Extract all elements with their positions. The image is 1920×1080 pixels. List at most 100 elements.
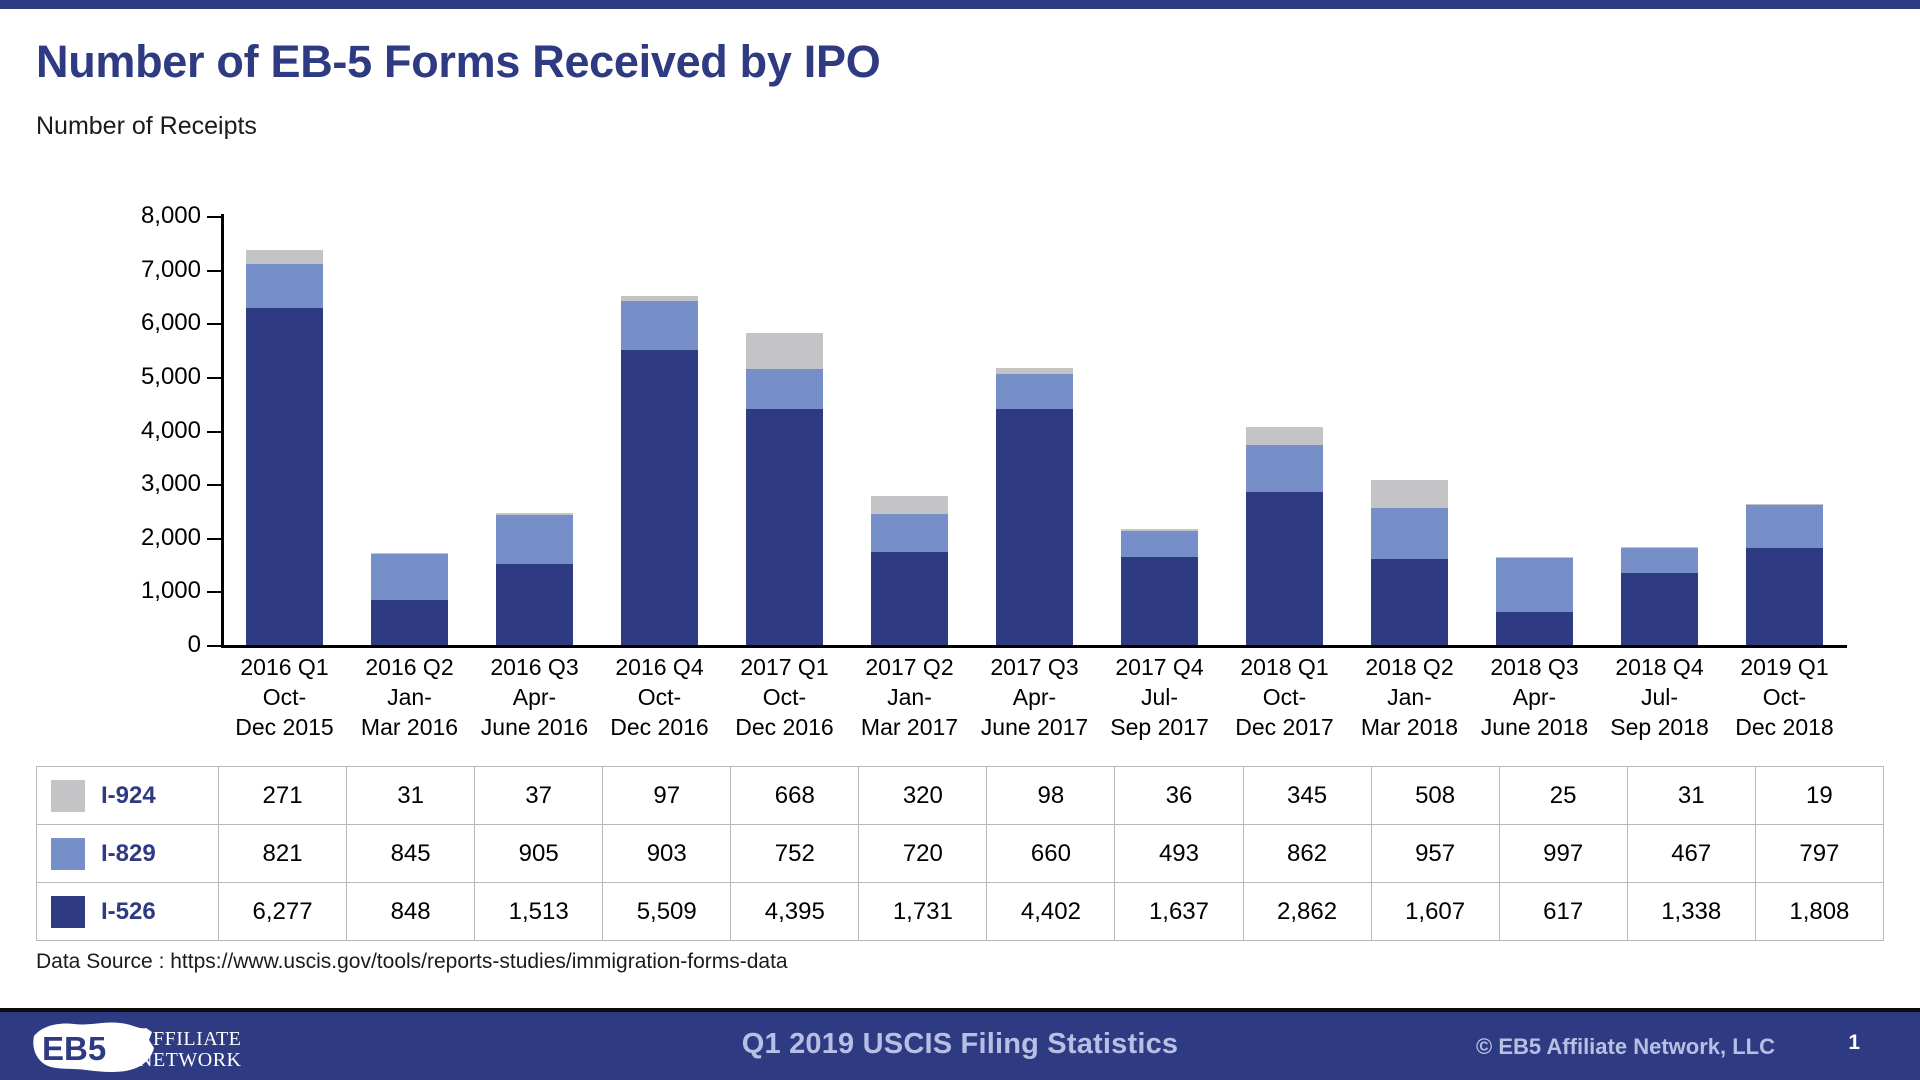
bar-segment-i-924[interactable]	[1745, 504, 1824, 506]
x-axis-label-line: Mar 2018	[1360, 714, 1459, 740]
bar-segment-i-526[interactable]	[1495, 611, 1574, 645]
data-source-note: Data Source : https://www.uscis.gov/tool…	[36, 950, 788, 973]
bar-segment-i-924[interactable]	[995, 368, 1074, 374]
stacked-bar[interactable]	[1120, 528, 1199, 645]
bar-segment-i-829[interactable]	[370, 554, 449, 600]
x-axis-category-label: 2018 Q1 Oct- Dec 2017	[1222, 652, 1347, 742]
table-cell: 862	[1242, 824, 1372, 883]
bar-segment-i-829[interactable]	[245, 264, 324, 309]
stacked-bar[interactable]	[620, 295, 699, 645]
x-axis-label-line: Dec 2016	[610, 714, 709, 740]
bar-segment-i-526[interactable]	[995, 408, 1074, 645]
stacked-bar[interactable]	[370, 552, 449, 645]
bar-segment-i-829[interactable]	[1370, 507, 1449, 559]
bar-segment-i-526[interactable]	[870, 552, 949, 645]
x-axis-label-line: Oct-	[262, 684, 307, 710]
y-axis-tick	[207, 430, 221, 433]
bar-segment-i-526[interactable]	[1370, 558, 1449, 645]
x-axis-category-label: 2017 Q4 Jul- Sep 2017	[1097, 652, 1222, 742]
y-axis-tick	[207, 216, 221, 218]
x-axis-label-line: Jan-	[387, 684, 432, 710]
legend-cell-i-526: I-526	[36, 882, 219, 941]
bar-segment-i-829[interactable]	[1620, 548, 1699, 574]
table-cell: 957	[1370, 824, 1500, 883]
stacked-bar[interactable]	[870, 496, 949, 645]
table-cell: 508	[1370, 766, 1500, 825]
eb5-affiliate-network-logo: EB5 AFFILIATE NETWORK	[28, 1018, 243, 1076]
bar-segment-i-526[interactable]	[245, 308, 324, 645]
stacked-bar[interactable]	[1745, 504, 1824, 645]
table-cell: 1,637	[1114, 882, 1244, 941]
bar-segment-i-924[interactable]	[370, 552, 449, 555]
top-accent-strip	[0, 0, 1920, 9]
y-axis-tick	[207, 645, 221, 647]
bar-segment-i-526[interactable]	[1745, 548, 1824, 645]
stacked-bar[interactable]	[495, 513, 574, 645]
bar-segment-i-829[interactable]	[1495, 558, 1574, 612]
stacked-bar[interactable]	[1495, 557, 1574, 645]
x-axis-label-line: Sep 2018	[1610, 714, 1709, 740]
bar-segment-i-829[interactable]	[870, 513, 949, 553]
bar-segment-i-526[interactable]	[1245, 491, 1324, 645]
stacked-bar[interactable]	[995, 368, 1074, 645]
bar-segment-i-829[interactable]	[1745, 505, 1824, 549]
series-label: I-526	[101, 897, 156, 925]
legend-swatch-icon	[51, 779, 85, 812]
y-axis-tick	[207, 269, 221, 272]
bar-segment-i-924[interactable]	[870, 496, 949, 514]
x-axis-category-label: 2017 Q2 Jan- Mar 2017	[847, 652, 972, 742]
bar-segment-i-526[interactable]	[370, 599, 449, 645]
table-cell: 1,338	[1626, 882, 1756, 941]
bar-segment-i-526[interactable]	[1620, 573, 1699, 645]
bar-segment-i-924[interactable]	[495, 513, 574, 516]
x-axis-label-line: Jul-	[1640, 684, 1679, 710]
x-axis-line	[221, 645, 1847, 648]
page-subtitle: Number of Receipts	[36, 112, 257, 140]
bar-segment-i-829[interactable]	[620, 301, 699, 350]
bar-segment-i-829[interactable]	[495, 515, 574, 564]
bar-segment-i-829[interactable]	[995, 373, 1074, 409]
stacked-bar[interactable]	[1370, 480, 1449, 645]
bar-segment-i-526[interactable]	[1120, 557, 1199, 645]
stacked-bar[interactable]	[745, 333, 824, 645]
bar-segment-i-924[interactable]	[1120, 528, 1199, 531]
bar-segment-i-526[interactable]	[495, 563, 574, 645]
x-axis-label-line: 2017 Q4	[1115, 654, 1204, 680]
x-axis-label-line: Sep 2017	[1110, 714, 1209, 740]
bar-segment-i-924[interactable]	[1370, 480, 1449, 508]
x-axis-category-label: 2018 Q2 Jan- Mar 2018	[1347, 652, 1472, 742]
bar-segment-i-829[interactable]	[1120, 530, 1199, 558]
bar-segment-i-829[interactable]	[745, 369, 824, 410]
table-cell: 6,277	[217, 882, 348, 941]
bar-segment-i-924[interactable]	[620, 295, 699, 302]
table-cell: 720	[858, 824, 988, 883]
table-cell: 97	[602, 766, 732, 825]
bar-segment-i-829[interactable]	[1245, 445, 1324, 492]
x-axis-label-line: 2016 Q4	[615, 654, 704, 680]
footer-copyright: © EB5 Affiliate Network, LLC	[1476, 1034, 1775, 1059]
table-cell: 5,509	[602, 882, 732, 941]
x-axis-label-line: June 2018	[1480, 714, 1589, 740]
data-table: I-924 271 31 37 97 668 320 98 36 345 508 25 31 19 I-82…	[36, 766, 1885, 941]
x-axis-label-line: Dec 2015	[235, 714, 334, 740]
bar-segment-i-924[interactable]	[1495, 557, 1574, 559]
stacked-bar[interactable]	[1620, 546, 1699, 645]
x-axis-category-label: 2017 Q1 Oct- Dec 2016	[722, 652, 847, 742]
logo-network-text: NETWORK	[138, 1049, 242, 1071]
bar-segment-i-924[interactable]	[745, 333, 824, 369]
stacked-bar[interactable]	[1245, 426, 1324, 645]
stacked-bar[interactable]	[245, 249, 324, 645]
bar-segment-i-526[interactable]	[620, 349, 699, 645]
table-cell: 848	[346, 882, 476, 941]
y-axis-line	[221, 214, 224, 647]
bar-segment-i-924[interactable]	[1245, 426, 1324, 446]
bar-segment-i-924[interactable]	[1620, 546, 1699, 549]
bar-segment-i-526[interactable]	[745, 409, 824, 645]
table-cell: 1,607	[1370, 882, 1500, 941]
x-axis-label-line: 2018 Q3	[1490, 654, 1579, 680]
bar-segment-i-924[interactable]	[245, 249, 324, 265]
x-axis-label-line: 2018 Q1	[1240, 654, 1329, 680]
x-axis-label-line: 2018 Q4	[1615, 654, 1704, 680]
x-axis-category-label: 2019 Q1 Oct- Dec 2018	[1722, 652, 1847, 742]
